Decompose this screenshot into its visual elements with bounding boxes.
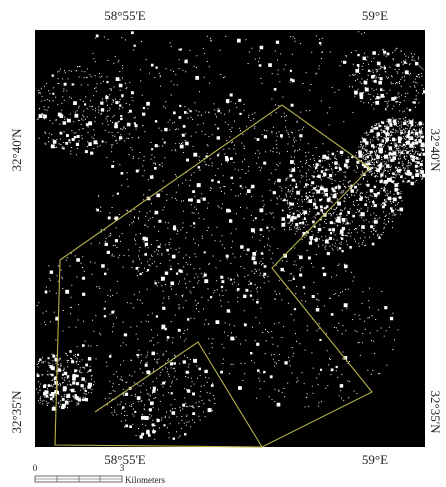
bottom-coordinate-label: 58°55'E [104, 452, 146, 467]
map-figure: 58°55'E 59°E 58°55'E 59°E 32°40'N 32°35'… [0, 0, 446, 487]
left-coordinate-label: 32°35'N [9, 390, 24, 434]
top-coordinate-label: 58°55'E [104, 8, 146, 23]
page: 58°55'E 59°E 58°55'E 59°E 32°40'N 32°35'… [0, 0, 446, 487]
bottom-coordinate-label: 59°E [362, 452, 388, 467]
right-coordinate-label: 32°35'N [428, 391, 443, 435]
top-coordinate-label: 59°E [362, 8, 388, 23]
left-coordinate-label: 32°40'N [9, 128, 24, 172]
scale-unit: Kilometers [125, 475, 165, 485]
scale-tick-label: 0 [33, 463, 38, 473]
right-coordinate-label: 32°40'N [428, 129, 443, 173]
scale-tick-label: 3 [120, 463, 125, 473]
